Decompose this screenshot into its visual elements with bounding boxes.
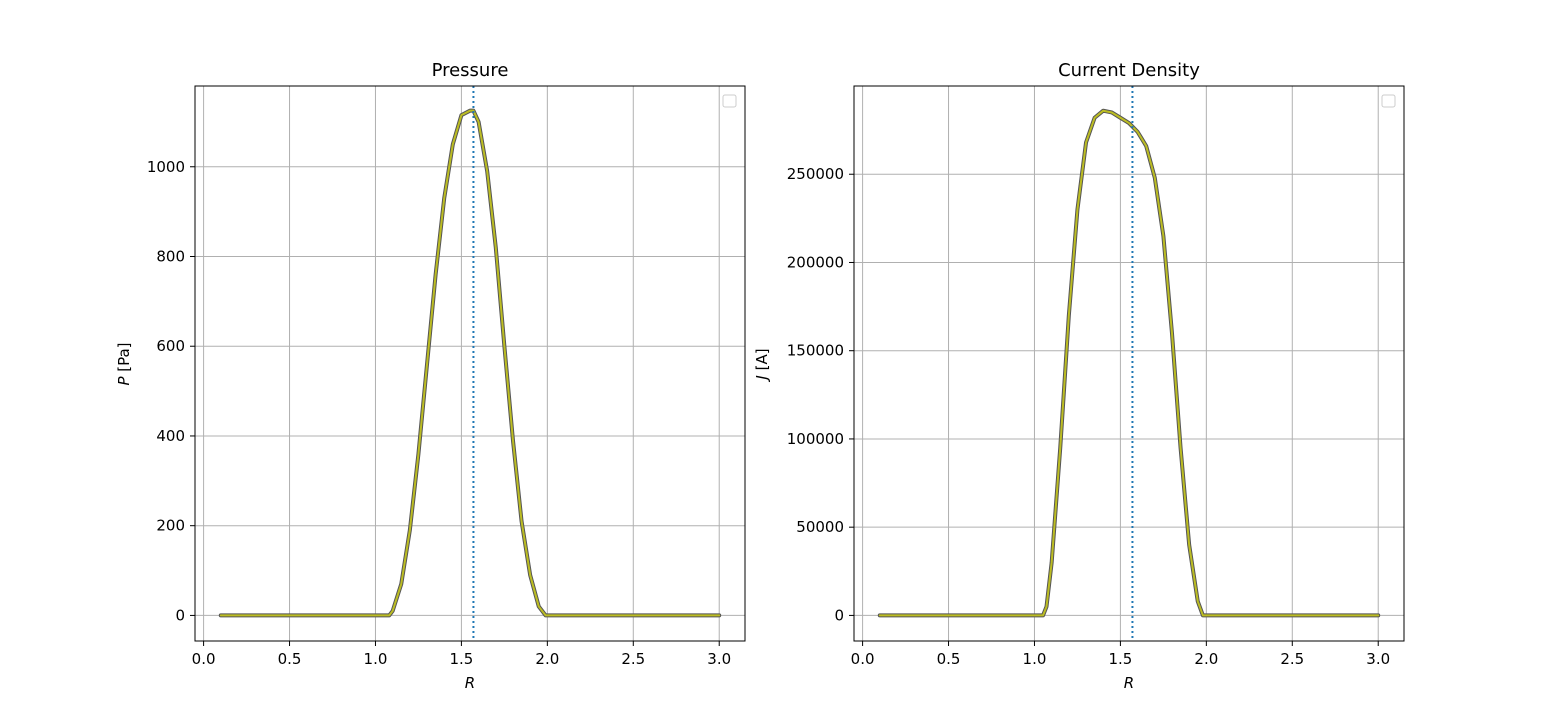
x-tick-label: 3.0 [1366, 650, 1390, 668]
axes-frame [194, 85, 746, 642]
x-tick-label: 2.0 [535, 650, 559, 668]
grid-lines [854, 86, 1404, 641]
y-tick-label: 50000 [796, 518, 844, 536]
legend-box [722, 94, 737, 108]
y-tick-label: 0 [175, 606, 185, 624]
y-ticks: 0 200 400 600 800 1000 [147, 158, 195, 624]
y-tick-label: 250000 [787, 165, 844, 183]
y-axis-label-symbol: J [753, 375, 771, 382]
grid-lines [195, 86, 745, 641]
current-density-chart: Current Density 0.0 0.5 1.0 1.5 2.0 2.5 3.0 0 5… [753, 60, 1405, 692]
y-tick-label: 200000 [787, 253, 844, 271]
y-axis-label: P [Pa] [115, 342, 133, 385]
legend-box [1381, 94, 1396, 108]
y-tick-label: 600 [156, 337, 185, 355]
y-axis-label: J [A] [753, 348, 771, 382]
x-tick-label: 0.0 [851, 650, 875, 668]
x-tick-label: 1.0 [364, 650, 388, 668]
y-tick-label: 400 [156, 427, 185, 445]
y-tick-label: 1000 [147, 158, 185, 176]
x-ticks: 0.0 0.5 1.0 1.5 2.0 2.5 3.0 [851, 641, 1390, 668]
y-tick-label: 800 [156, 247, 185, 265]
x-axis-label: R [465, 674, 475, 692]
x-axis-label: R [1124, 674, 1134, 692]
x-tick-label: 2.5 [621, 650, 645, 668]
y-tick-label: 200 [156, 517, 185, 535]
series-line-outline [218, 108, 722, 618]
chart-title: Pressure [432, 60, 509, 81]
y-ticks: 0 50000 100000 150000 200000 250000 [787, 165, 854, 624]
x-ticks: 0.0 0.5 1.0 1.5 2.0 2.5 3.0 [192, 641, 731, 668]
data-curve [218, 108, 722, 618]
x-tick-label: 2.5 [1280, 650, 1304, 668]
y-tick-label: 0 [834, 606, 844, 624]
x-tick-label: 3.0 [707, 650, 731, 668]
pressure-chart: Pressure 0.0 0.5 1.0 1.5 2.0 2.5 3.0 0 200 400 60… [115, 60, 746, 692]
x-tick-label: 0.5 [937, 650, 961, 668]
y-axis-label-unit: [Pa] [115, 342, 133, 376]
x-tick-label: 1.5 [1108, 650, 1132, 668]
y-axis-label-symbol: P [115, 376, 133, 386]
y-tick-label: 100000 [787, 430, 844, 448]
x-tick-label: 1.0 [1023, 650, 1047, 668]
x-tick-label: 0.0 [192, 650, 216, 668]
series-line-outline [877, 108, 1381, 618]
series-line [219, 109, 721, 617]
y-axis-label-unit: [A] [753, 348, 771, 375]
x-tick-label: 0.5 [278, 650, 302, 668]
axes-frame [853, 85, 1405, 642]
y-tick-label: 150000 [787, 342, 844, 360]
chart-title: Current Density [1058, 60, 1200, 81]
x-tick-label: 1.5 [449, 650, 473, 668]
x-tick-label: 2.0 [1194, 650, 1218, 668]
data-curve [877, 108, 1381, 618]
series-line [878, 109, 1380, 617]
